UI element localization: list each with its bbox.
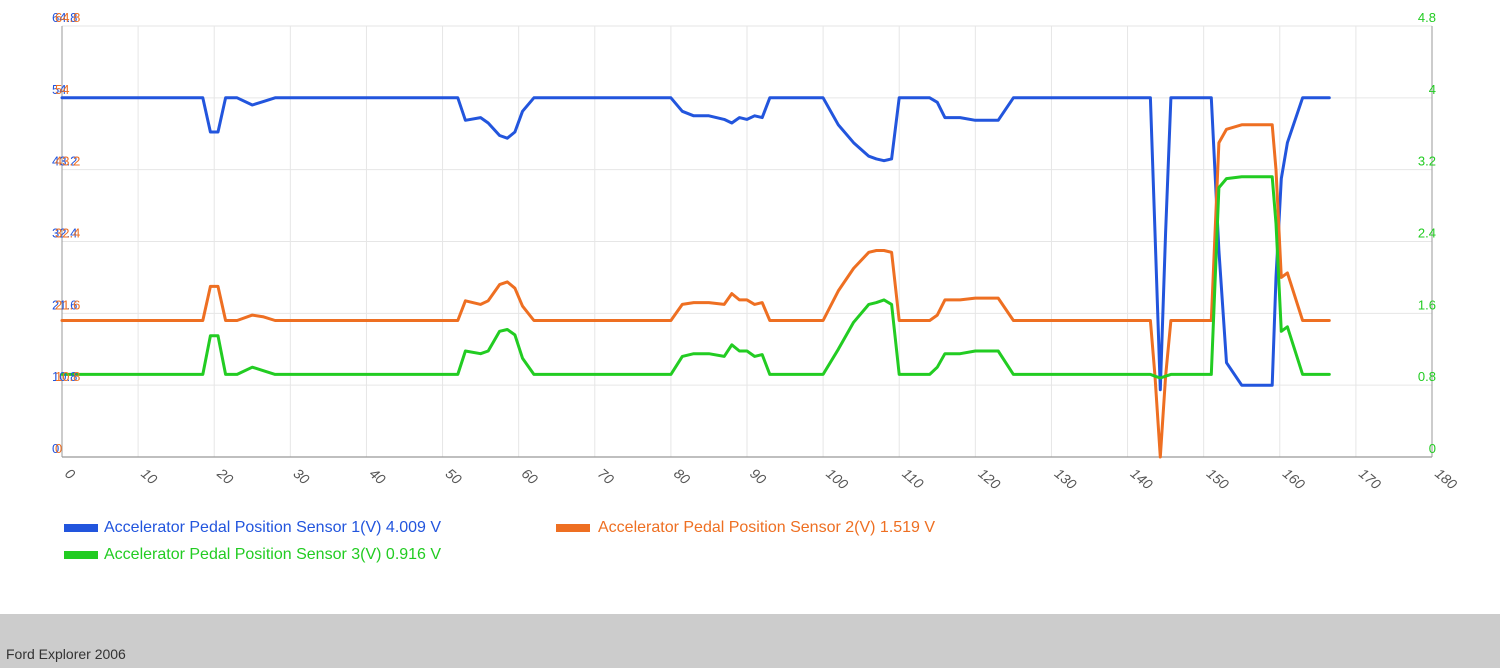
legend-swatch-2 [556, 524, 590, 532]
chart-grid [61, 25, 1433, 458]
series-line-2 [60, 123, 1331, 459]
legend-label-2: Accelerator Pedal Position Sensor 2(V) 1… [598, 519, 935, 536]
y-right-tick-label: 1.6 [1418, 297, 1436, 312]
x-tick-label: 90 [747, 465, 769, 487]
footer-bar: Ford Explorer 2006 [0, 614, 1500, 668]
y-left-tick-label: 64.8 [52, 10, 77, 25]
y-left-tick-label: 32.4 [55, 226, 80, 241]
y-right-tick-label: 0.8 [1418, 369, 1436, 384]
x-tick-label: 170 [1356, 465, 1384, 492]
y-left-tick-label: 64.8 [55, 10, 80, 25]
line-chart: 0 10 20 30 40 50 60 70 80 90 100 110 120 130 140 150 160… [52, 10, 1460, 563]
x-tick-label: 100 [823, 465, 851, 492]
x-tick-label: 150 [1204, 465, 1232, 492]
legend-swatch-1 [64, 524, 98, 532]
x-tick-label: 40 [367, 465, 389, 487]
x-tick-label: 10 [138, 465, 160, 487]
y-right-tick-label: 2.4 [1418, 226, 1436, 241]
y-left-tick-label: 10.8 [55, 369, 80, 384]
y-left-tick-label: 32.4 [52, 226, 77, 241]
y-left-tick-label: 54 [55, 82, 69, 97]
chart-legend: Accelerator Pedal Position Sensor 1(V) 4… [64, 519, 935, 563]
y-left-tick-label: 43.2 [55, 154, 80, 169]
x-tick-label: 160 [1280, 465, 1308, 492]
x-tick-label: 130 [1052, 465, 1080, 492]
y-right-tick-label: 4 [1429, 82, 1436, 97]
x-tick-label: 180 [1432, 465, 1460, 492]
x-tick-label: 140 [1128, 465, 1156, 492]
legend-label-1: Accelerator Pedal Position Sensor 1(V) 4… [104, 519, 441, 536]
x-tick-label: 120 [975, 465, 1003, 492]
y-left-tick-label: 0 [52, 441, 59, 456]
x-tick-label: 30 [290, 465, 312, 487]
y-left-tick-label: 10.8 [52, 369, 77, 384]
y-right-tick-label: 4.8 [1418, 10, 1436, 25]
y-left-tick-label: 54 [52, 82, 66, 97]
legend-swatch-3 [64, 551, 98, 559]
x-tick-label: 60 [519, 465, 541, 487]
y-left-tick-label: 0 [55, 441, 62, 456]
vehicle-label: Ford Explorer 2006 [6, 646, 126, 662]
x-tick-label: 50 [443, 465, 465, 487]
x-tick-label: 80 [671, 465, 693, 487]
y-right-tick-label: 3.2 [1418, 154, 1436, 169]
y-left-tick-label: 21.6 [55, 297, 80, 312]
x-tick-label: 0 [62, 465, 78, 482]
x-tick-label: 20 [214, 464, 237, 487]
x-tick-label: 70 [595, 465, 617, 487]
chart-series [60, 96, 1331, 459]
y-right-tick-label: 0 [1429, 441, 1436, 456]
series-line-3 [60, 175, 1331, 380]
series-line-1 [60, 96, 1331, 392]
legend-label-3: Accelerator Pedal Position Sensor 3(V) 0… [104, 546, 441, 563]
chart-ticks: 0 10 20 30 40 50 60 70 80 90 100 110 120 130 140 150 160… [52, 10, 1460, 492]
y-left-tick-label: 21.6 [52, 297, 77, 312]
y-left-tick-label: 43.2 [52, 154, 77, 169]
x-tick-label: 110 [899, 465, 927, 492]
